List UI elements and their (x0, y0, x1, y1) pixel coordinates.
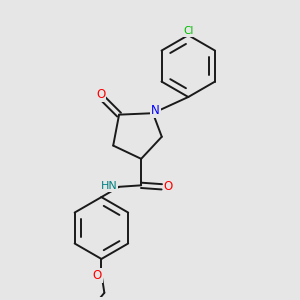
Text: HN: HN (101, 181, 118, 191)
Text: O: O (164, 180, 173, 193)
Text: O: O (92, 268, 102, 282)
Text: Cl: Cl (183, 26, 194, 36)
Text: N: N (151, 104, 160, 117)
Text: O: O (96, 88, 105, 101)
